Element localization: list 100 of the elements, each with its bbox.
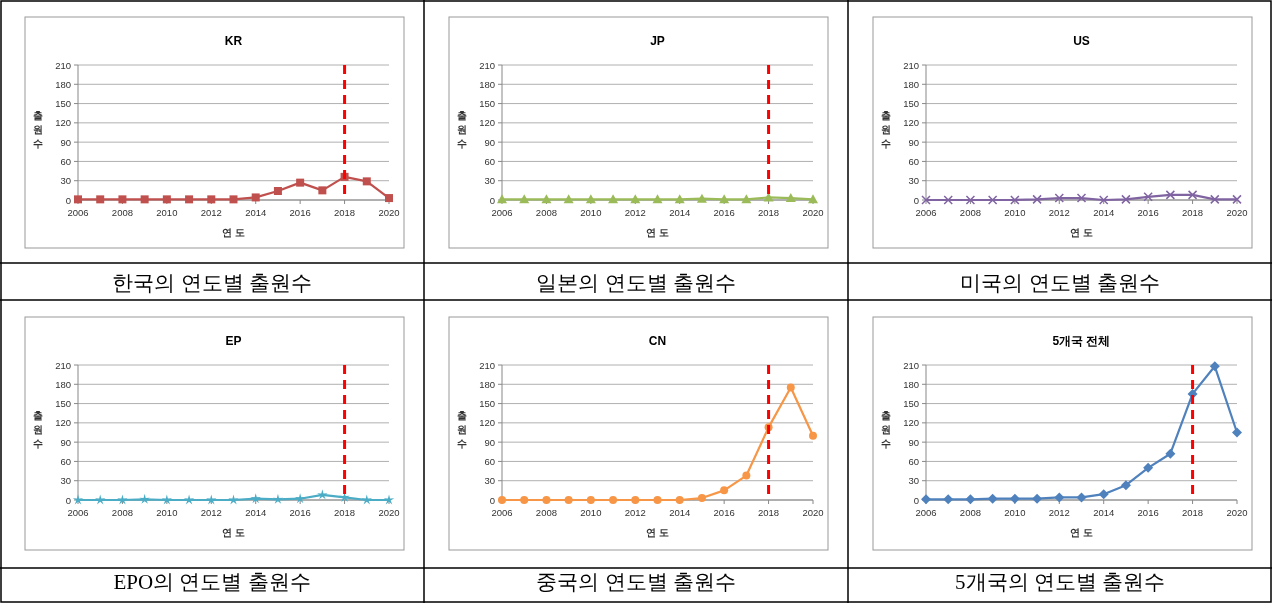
point <box>296 178 305 187</box>
point <box>609 496 618 504</box>
point <box>697 494 706 503</box>
y-tick-label: 0 <box>913 194 919 206</box>
x-tick-label: 2008 <box>111 507 133 518</box>
y-tick-label: 120 <box>479 417 495 429</box>
y-tick-label: 180 <box>479 78 495 90</box>
chart-title: US <box>1073 34 1090 48</box>
y-tick-label: 120 <box>479 117 495 129</box>
y-tick-label: 30 <box>60 475 71 487</box>
x-tick-label: 2012 <box>1048 507 1070 518</box>
point <box>586 496 595 504</box>
x-tick-label: 2008 <box>535 507 557 518</box>
x-tick-label: 2010 <box>156 507 178 518</box>
x-tick-label: 2016 <box>289 207 311 218</box>
y-tick-label: 90 <box>60 136 71 148</box>
point <box>207 195 216 204</box>
point <box>1143 462 1154 473</box>
x-tick-label: 2010 <box>1004 507 1026 518</box>
y-axis-title: 출원수 <box>33 109 43 149</box>
text: 미국의 연도별 출원수 <box>960 270 1160 295</box>
y-tick-label: 180 <box>903 78 919 90</box>
y-tick-label: 90 <box>484 136 495 148</box>
y-tick-label: 150 <box>903 398 919 410</box>
y-tick-label: 30 <box>60 175 71 187</box>
x-tick-label: 2014 <box>245 507 267 518</box>
chart-title: EP <box>225 334 242 348</box>
point <box>185 195 194 204</box>
x-tick-label: 2012 <box>200 207 222 218</box>
y-tick-label: 210 <box>479 59 495 71</box>
point <box>1032 493 1043 504</box>
x-tick-label: 2016 <box>289 507 311 518</box>
point <box>1209 361 1220 372</box>
point <box>118 195 127 204</box>
y-tick-label: 90 <box>484 436 495 448</box>
y-tick-label: 210 <box>55 59 71 71</box>
point <box>1098 489 1109 500</box>
y-tick-label: 120 <box>55 417 71 429</box>
point <box>385 194 393 203</box>
point <box>273 187 282 195</box>
y-tick-label: 60 <box>908 455 919 467</box>
point <box>1120 480 1131 491</box>
y-tick-label: 60 <box>908 155 919 167</box>
x-axis-title: 연 도 <box>1070 527 1093 538</box>
x-tick-label: 2020 <box>1226 207 1248 218</box>
y-tick-label: 180 <box>55 78 71 90</box>
x-tick-label: 2014 <box>669 507 691 518</box>
x-tick-label: 2006 <box>67 507 89 518</box>
y-tick-label: 150 <box>479 98 495 110</box>
x-tick-label: 2012 <box>200 507 222 518</box>
x-tick-label: 2020 <box>378 207 400 218</box>
x-tick-label: 2010 <box>580 507 602 518</box>
y-tick-label: 120 <box>903 417 919 429</box>
point <box>1009 493 1020 504</box>
y-axis-title: 출원수 <box>457 109 467 149</box>
x-tick-label: 2018 <box>334 507 356 518</box>
point <box>520 496 529 504</box>
y-tick-label: 0 <box>65 494 71 506</box>
chart-title: JP <box>650 34 665 48</box>
x-tick-label: 2008 <box>959 507 981 518</box>
y-tick-label: 30 <box>484 475 495 487</box>
y-tick-label: 120 <box>903 117 919 129</box>
text: EPO의 연도별 출원수 <box>113 569 311 594</box>
x-axis-title: 연 도 <box>1070 227 1093 238</box>
point <box>1165 448 1176 459</box>
x-tick-label: 2006 <box>491 507 513 518</box>
y-tick-label: 210 <box>903 359 919 371</box>
x-tick-label: 2014 <box>245 207 267 218</box>
y-axis-title: 출원수 <box>881 409 891 449</box>
point <box>542 496 551 504</box>
y-tick-label: 180 <box>55 378 71 390</box>
x-axis-title: 연 도 <box>222 527 245 538</box>
point <box>742 471 751 480</box>
point <box>653 496 662 504</box>
x-tick-label: 2008 <box>535 207 557 218</box>
x-tick-label: 2010 <box>156 207 178 218</box>
point <box>96 195 105 204</box>
y-tick-label: 150 <box>55 398 71 410</box>
point <box>318 186 327 195</box>
x-axis-title: 연 도 <box>646 527 669 538</box>
x-tick-label: 2020 <box>1226 507 1248 518</box>
y-tick-label: 90 <box>908 436 919 448</box>
y-tick-label: 90 <box>60 436 71 448</box>
point <box>987 493 998 504</box>
y-axis-title: 출원수 <box>457 409 467 449</box>
y-tick-label: 90 <box>908 136 919 148</box>
y-tick-label: 30 <box>908 475 919 487</box>
x-tick-label: 2008 <box>959 207 981 218</box>
point <box>675 496 684 504</box>
point <box>1232 427 1242 438</box>
y-tick-label: 180 <box>479 378 495 390</box>
point <box>965 494 976 505</box>
x-axis-title: 연 도 <box>222 227 245 238</box>
point <box>943 494 954 505</box>
x-tick-label: 2012 <box>1048 207 1070 218</box>
point <box>1054 492 1065 503</box>
point <box>921 494 931 505</box>
y-tick-label: 150 <box>55 98 71 110</box>
text: 중국의 연도별 출원수 <box>536 569 736 594</box>
y-tick-label: 60 <box>60 455 71 467</box>
